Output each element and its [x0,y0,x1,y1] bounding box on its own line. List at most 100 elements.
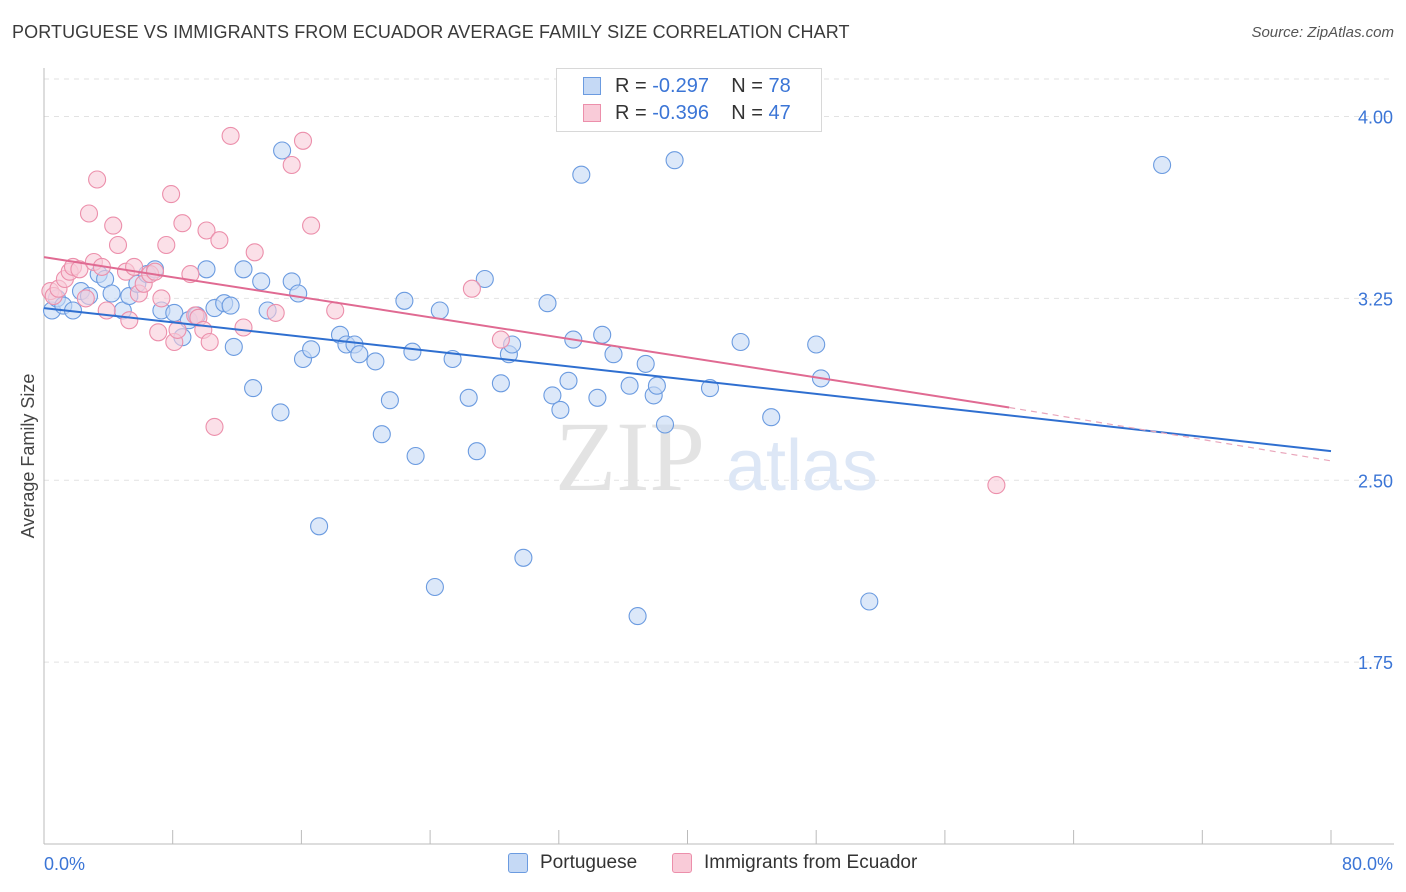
ecuador-point [162,185,181,204]
ecuador-point [168,320,187,339]
portuguese-point [252,272,271,291]
portuguese-point [395,291,414,310]
portuguese-legend-swatch [508,853,528,873]
portuguese-point [271,403,290,422]
portuguese-point [514,548,533,567]
ecuador-legend-label: Immigrants from Ecuador [704,852,918,873]
x-tick-label: 80.0% [1342,854,1393,874]
ecuador-point [108,235,128,255]
portuguese-point [302,340,321,359]
ecuador-point [197,221,216,240]
ecuador-point [987,476,1006,495]
ecuador-point [173,214,192,233]
n-label: N = [731,75,763,97]
ecuador-point [88,170,107,189]
data-points [41,126,1172,626]
chart-title: PORTUGUESE VS IMMIGRANTS FROM ECUADOR AV… [12,22,850,42]
ecuador-point [326,301,345,320]
watermark: ZIP atlas [555,401,878,512]
ecuador-point [76,289,95,308]
n-value: 78 [768,75,791,97]
ecuador-point [205,417,224,436]
ecuador-point [491,330,510,349]
portuguese-point [559,371,578,390]
watermark-zip: ZIP [555,401,705,512]
y-tick-label: 2.50 [1358,471,1393,491]
trend-lines [43,256,1332,462]
ecuador-point [149,323,168,342]
portuguese-point [620,376,639,395]
ecuador-point [70,260,89,279]
portuguese-point [731,332,750,352]
portuguese-point [593,325,612,344]
y-tick-label: 4.00 [1358,108,1393,128]
y-tick-labels: 4.00 3.25 2.50 1.75 [1358,108,1393,674]
portuguese-point [165,303,184,322]
portuguese-point [224,337,243,356]
r-label: R = [615,102,647,124]
x-tick-labels: 0.0% 80.0% [44,854,1393,874]
x-tick-label: 0.0% [44,854,85,874]
portuguese-point [572,165,591,184]
portuguese-point [406,446,425,466]
portuguese-trend-line [43,307,1332,453]
grid-lines [44,78,1394,663]
portuguese-point [762,408,781,427]
ecuador-point [293,131,313,150]
ecuador-point [145,262,165,281]
n-label: N = [731,102,763,124]
portuguese-point [244,379,263,398]
portuguese-point [807,335,826,354]
portuguese-point [372,425,391,444]
source-label: Source: ZipAtlas.com [1251,24,1394,41]
portuguese-point [467,442,486,461]
portuguese-point [665,151,684,170]
portuguese-legend-label: Portuguese [540,852,638,873]
portuguese-point [234,260,253,279]
y-tick-label: 3.25 [1358,289,1393,309]
y-tick-label: 1.75 [1358,653,1393,673]
n-value: 47 [768,102,791,124]
ecuador-point [221,126,240,145]
portuguese-point [551,400,570,419]
portuguese-point [289,284,308,303]
portuguese-point [588,388,607,407]
ecuador-point [210,231,229,250]
ecuador-point [104,216,123,235]
portuguese-point [604,345,623,364]
ecuador-point [79,204,99,223]
portuguese-point [366,352,385,371]
ecuador-point [120,311,139,330]
portuguese-point [310,517,329,536]
portuguese-point [221,296,240,315]
portuguese-point [655,415,675,434]
portuguese-point [430,301,449,320]
ecuador-legend-swatch [672,853,692,873]
r-label: R = [615,75,647,97]
portuguese-point [380,391,399,410]
portuguese-point [425,577,444,597]
ecuador-trend-line [43,256,1010,409]
portuguese-point [350,345,369,364]
portuguese-point [475,269,494,289]
portuguese-point [700,379,720,398]
portuguese-point [273,141,292,160]
portuguese-point [459,388,478,407]
portuguese-point [197,260,216,279]
ecuador-point [462,279,481,298]
ecuador-point [245,243,264,262]
portuguese-point [860,592,879,611]
ecuador-point [152,289,171,308]
portuguese-point [538,294,557,313]
ecuador-point [302,216,321,235]
portuguese-point [102,284,121,303]
portuguese-point [403,342,422,361]
ecuador-point [266,303,285,322]
ecuador-point [282,155,301,175]
portuguese-point [636,354,655,373]
ecuador-point [200,332,219,352]
y-axis-label: Average Family Size [18,374,38,539]
correlation-legend: R = -0.297 N = 78 R = -0.396 N = 47 [556,68,822,132]
axes [43,68,1394,845]
